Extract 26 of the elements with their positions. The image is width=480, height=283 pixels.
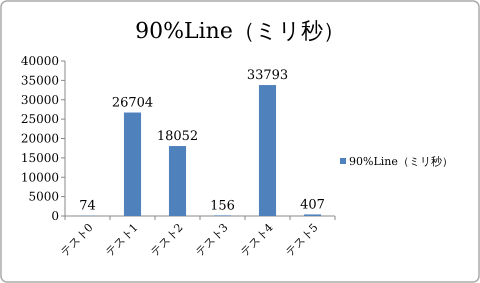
chart-title: 90%Line（ミリ秒）	[135, 19, 345, 44]
data-label: 156	[210, 198, 235, 214]
data-label: 33793	[246, 68, 288, 84]
y-tick-label: 30000	[20, 92, 59, 107]
y-tick-label: 20000	[20, 132, 59, 146]
y-tick-label: 0	[51, 209, 59, 223]
y-tick-label: 10000	[20, 170, 59, 184]
x-tick-label: テスト4	[238, 220, 276, 258]
x-tick-label: テスト0	[58, 220, 96, 258]
x-tick-label: テスト2	[148, 220, 186, 258]
data-label: 26704	[112, 96, 154, 111]
legend-label: 90%Line（ミリ秒）	[349, 155, 453, 168]
y-tick-label: 35000	[20, 73, 59, 88]
y-tick-label: 40000	[20, 54, 59, 68]
data-label: 18052	[156, 129, 198, 144]
y-tick-label: 15000	[20, 150, 59, 165]
bar	[124, 112, 142, 216]
x-tick-label: テスト1	[103, 220, 141, 258]
data-label: 74	[79, 198, 96, 214]
bar	[168, 146, 186, 216]
x-tick-label: テスト3	[193, 220, 231, 258]
bar	[258, 85, 276, 216]
x-tick-label: テスト5	[283, 220, 321, 258]
y-tick-label: 25000	[20, 112, 59, 126]
y-tick-label: 5000	[28, 190, 59, 204]
data-label: 407	[300, 197, 325, 212]
